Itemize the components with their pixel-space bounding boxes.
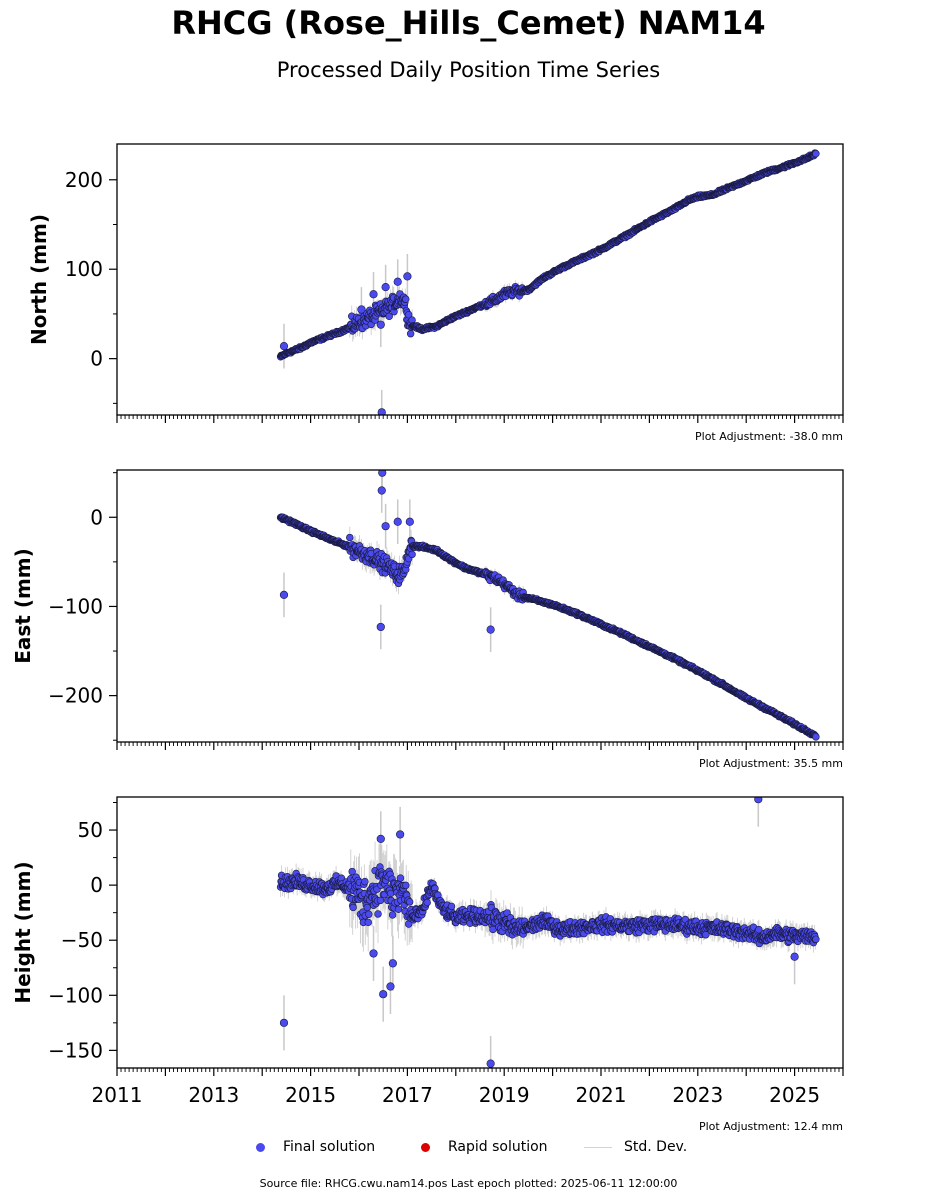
data-point <box>364 918 372 927</box>
plot-frame <box>116 469 844 743</box>
data-point <box>812 149 820 158</box>
plot-adjustment-note: Plot Adjustment: 35.5 mm <box>699 757 843 770</box>
final-solution-points <box>276 797 820 1068</box>
data-point <box>812 733 820 741</box>
chart-title: RHCG (Rose_Hills_Cemet) NAM14 <box>171 4 766 42</box>
y-tick-label: 0 <box>90 347 103 371</box>
std-dev-bars <box>280 149 816 415</box>
data-point <box>396 874 405 882</box>
data-point <box>385 312 393 321</box>
y-tick-label: 100 <box>65 257 103 281</box>
data-point <box>402 881 410 890</box>
outlier-point <box>381 283 390 292</box>
outlier-point <box>376 320 385 329</box>
panel-north: 0 100 200 North (mm) Plot Adjustment: -38.0 … <box>27 143 844 443</box>
data-point <box>349 903 357 912</box>
outlier-point <box>393 517 402 526</box>
data-point <box>346 533 354 542</box>
data-point <box>374 910 382 918</box>
data-point <box>404 311 413 319</box>
data-point <box>361 877 369 886</box>
data-point <box>363 903 371 912</box>
data-point <box>406 330 415 338</box>
data-point <box>405 898 414 906</box>
data-point <box>447 902 456 911</box>
outlier-point <box>357 305 366 314</box>
data-point <box>408 550 416 559</box>
outlier-point <box>378 470 387 477</box>
y-tick-label: 200 <box>65 168 103 192</box>
outlier-point <box>405 517 414 526</box>
data-point <box>402 295 410 303</box>
y-tick-label: −100 <box>48 594 103 618</box>
data-point <box>388 911 397 919</box>
outlier-point <box>381 522 390 531</box>
panel-east: −200 −100 0 East (mm) Plot Adjustment: 35.5 … <box>11 469 844 770</box>
y-axis-label: East (mm) <box>11 548 35 664</box>
outlier-point <box>403 272 412 281</box>
y-axis-label: North (mm) <box>27 214 51 345</box>
outlier-point <box>393 277 402 286</box>
data-point <box>394 905 403 913</box>
y-tick-label: 0 <box>90 505 103 529</box>
outlier-point <box>486 625 495 634</box>
data-point <box>348 867 356 876</box>
outlier-point <box>279 590 289 599</box>
plot-adjustment-note: Plot Adjustment: -38.0 mm <box>695 430 843 443</box>
outlier-point <box>279 342 289 351</box>
outlier-point <box>377 408 386 415</box>
data-point <box>365 910 373 918</box>
y-tick-label: −200 <box>48 684 103 708</box>
outlier-point <box>369 290 378 299</box>
data-point <box>423 898 431 907</box>
final-solution-points <box>276 149 820 415</box>
data-point <box>386 889 395 898</box>
outlier-point <box>376 622 385 632</box>
final-solution-points <box>276 470 820 741</box>
chart-subtitle: Processed Daily Position Time Series <box>276 58 661 82</box>
outlier-point <box>377 486 386 495</box>
data-point <box>376 896 385 905</box>
